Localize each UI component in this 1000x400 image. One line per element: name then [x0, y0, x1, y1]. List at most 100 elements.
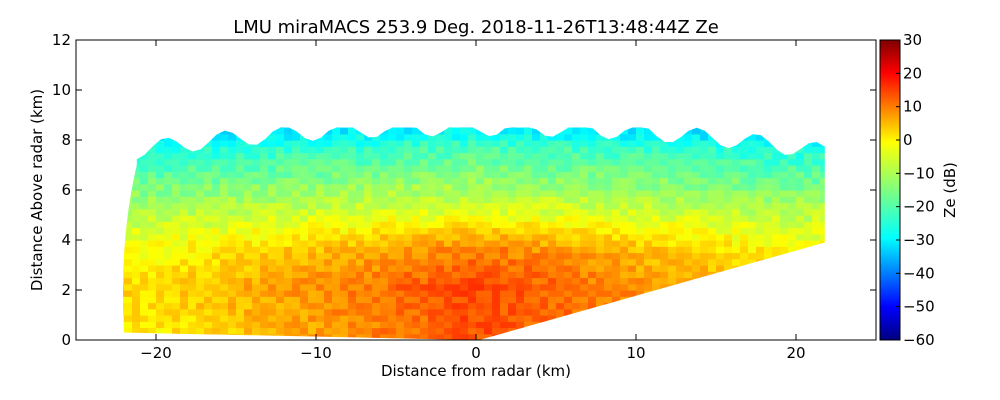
ze-cell [492, 183, 501, 191]
ze-cell [716, 127, 725, 129]
ze-cell [636, 152, 645, 160]
ze-cell [788, 233, 797, 241]
ze-cell [332, 296, 341, 304]
ze-cell [796, 240, 805, 247]
ze-cell [172, 315, 181, 322]
ze-cell [356, 302, 365, 310]
ze-cell [612, 283, 621, 291]
ze-cell [228, 127, 237, 129]
ze-cell [204, 308, 213, 316]
ze-cell [692, 246, 701, 254]
ze-cell [404, 258, 413, 266]
ze-cell [212, 252, 221, 260]
ze-cell [804, 221, 813, 229]
ze-cell [388, 283, 397, 291]
ze-cell [124, 202, 133, 210]
ze-cell [748, 258, 757, 266]
ze-cell [572, 171, 581, 179]
ze-cell [132, 221, 141, 229]
ze-cell [124, 296, 133, 304]
ze-cell [244, 133, 253, 141]
ze-cell [132, 227, 141, 235]
ze-cell [628, 196, 637, 204]
ze-cell [804, 308, 813, 316]
ze-cell [492, 227, 501, 235]
ze-cell [332, 333, 341, 340]
ze-cell [148, 158, 157, 166]
ze-cell [388, 152, 397, 160]
ze-cell [828, 271, 837, 278]
ze-cell [804, 321, 813, 329]
ze-cell [804, 215, 813, 222]
ze-cell [220, 265, 229, 272]
ze-cell [122, 202, 125, 210]
ze-cell [652, 277, 661, 285]
ze-cell [428, 158, 437, 166]
ze-cell [148, 308, 157, 316]
ze-cell [372, 221, 381, 229]
ze-cell [156, 277, 165, 285]
ze-cell [588, 321, 597, 329]
ze-cell [764, 252, 773, 260]
ze-cell [676, 240, 685, 247]
ze-cell [164, 302, 173, 310]
ze-cell [580, 283, 589, 291]
ze-cell [308, 271, 317, 279]
ze-cell [620, 290, 629, 297]
ze-cell [628, 265, 637, 272]
ze-cell [668, 327, 677, 335]
ze-cell [468, 327, 477, 335]
ze-cell [644, 258, 653, 266]
ze-cell [652, 227, 661, 235]
ze-cell [508, 133, 517, 141]
ze-cell [300, 227, 309, 235]
ze-cell [644, 146, 653, 154]
colorbar-tick-label: −50 [903, 298, 935, 316]
ze-cell [388, 240, 397, 247]
ze-cell [572, 196, 581, 204]
ze-cell [628, 252, 637, 260]
ze-cell [164, 258, 173, 266]
ze-cell [596, 202, 605, 210]
ze-cell [356, 265, 365, 272]
ze-cell [292, 252, 301, 260]
ze-cell [348, 227, 357, 235]
ze-cell [620, 315, 629, 322]
colorbar-tick-label: 30 [903, 31, 922, 49]
ze-cell [804, 277, 813, 285]
ze-cell [564, 208, 573, 216]
ze-cell [388, 221, 397, 229]
ze-cell [260, 202, 269, 210]
ze-cell [588, 152, 597, 160]
ze-cell [124, 321, 133, 329]
ze-cell [548, 146, 557, 154]
ze-cell [268, 183, 277, 191]
ze-cell [740, 196, 749, 204]
ze-cell [764, 240, 773, 247]
ze-cell [788, 190, 797, 197]
ze-cell [324, 146, 333, 154]
ze-cell [396, 333, 405, 340]
ze-cell [716, 215, 725, 222]
ze-cell [660, 183, 669, 191]
ze-cell [332, 321, 341, 329]
ze-cell [340, 165, 349, 172]
ze-cell [172, 127, 181, 135]
ze-cell [756, 233, 765, 241]
ze-cell [812, 215, 821, 222]
ze-cell [372, 115, 381, 122]
ze-cell [460, 140, 469, 147]
ze-cell [284, 296, 293, 304]
ze-cell [828, 278, 837, 285]
ze-cell [700, 233, 709, 241]
ze-cell [772, 258, 781, 266]
ze-cell [388, 177, 397, 185]
ze-cell [748, 290, 757, 297]
ze-cell [812, 127, 821, 129]
ze-cell [420, 133, 429, 141]
ze-cell [452, 321, 461, 329]
ze-cell [420, 146, 429, 154]
ze-cell [612, 215, 621, 222]
ze-cell [356, 296, 365, 304]
ze-cell [164, 240, 173, 247]
